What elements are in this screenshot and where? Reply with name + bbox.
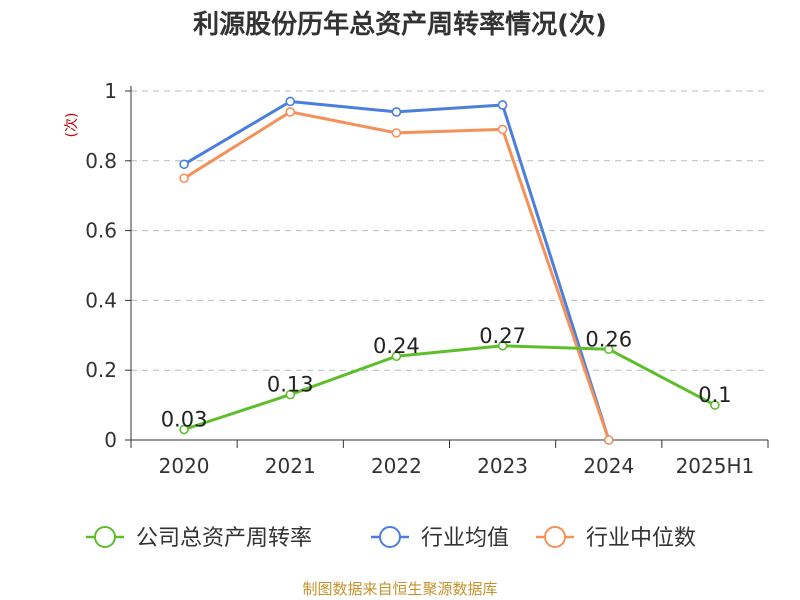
x-tick-label: 2022 xyxy=(371,454,422,478)
y-tick-label: 0.6 xyxy=(85,219,117,243)
x-tick-label: 2023 xyxy=(477,454,528,478)
x-tick-label: 2020 xyxy=(159,454,210,478)
legend-label: 行业均值 xyxy=(421,526,509,551)
series-line xyxy=(182,100,611,442)
source-note: 制图数据来自恒生聚源数据库 xyxy=(302,580,498,598)
series-line xyxy=(182,344,717,431)
x-tick-label: 2021 xyxy=(265,454,316,478)
axes: 0 0.2 0.4 0.6 0.8 1 (次) 2020 2021 2022 2023 2024 202… xyxy=(64,79,769,478)
data-point xyxy=(391,128,402,138)
y-tick-label: 0.4 xyxy=(85,288,117,312)
data-point xyxy=(285,96,296,107)
legend-marker xyxy=(544,526,566,548)
data-point xyxy=(391,107,402,117)
data-label: 0.13 xyxy=(267,373,314,397)
legend-item[interactable]: 公司总资产周转率 xyxy=(86,526,312,551)
data-point xyxy=(603,344,614,355)
data-point xyxy=(179,159,189,170)
series-lines xyxy=(179,96,720,445)
legend[interactable]: 公司总资产周转率 行业均值 行业中位数 xyxy=(86,526,696,551)
data-point xyxy=(179,424,189,435)
data-label: 0.26 xyxy=(585,327,632,351)
grid-lines xyxy=(131,90,768,371)
y-tick-label: 1 xyxy=(104,79,117,103)
data-point xyxy=(285,107,296,117)
data-labels: 0.03 0.13 0.24 0.27 0.26 0.1 xyxy=(161,324,732,432)
data-point xyxy=(497,124,508,135)
legend-item[interactable]: 行业均值 xyxy=(371,526,509,551)
y-tick-label: 0.2 xyxy=(85,358,117,382)
legend-item[interactable]: 行业中位数 xyxy=(536,526,696,551)
x-tick-label: 2024 xyxy=(583,454,634,478)
data-label: 0.1 xyxy=(698,383,731,407)
data-point xyxy=(603,435,614,445)
data-label: 0.24 xyxy=(373,334,420,358)
legend-marker xyxy=(94,526,116,548)
y-tick-label: 0.8 xyxy=(85,149,117,173)
data-label: 0.27 xyxy=(479,324,526,348)
chart-title: 利源股份历年总资产周转率情况(次) xyxy=(193,10,607,40)
legend-label: 行业中位数 xyxy=(586,526,696,551)
legend-marker xyxy=(379,526,401,548)
data-point xyxy=(710,400,720,410)
data-point xyxy=(497,100,508,110)
data-point xyxy=(391,351,402,362)
x-tick-label: 2025H1 xyxy=(676,454,755,478)
data-point xyxy=(179,173,189,184)
y-tick-label: 0 xyxy=(104,428,117,452)
data-point xyxy=(285,389,296,400)
data-label: 0.03 xyxy=(161,408,208,432)
legend-label: 公司总资产周转率 xyxy=(136,526,312,551)
y-axis-label: (次) xyxy=(64,113,80,138)
data-point xyxy=(497,340,508,351)
